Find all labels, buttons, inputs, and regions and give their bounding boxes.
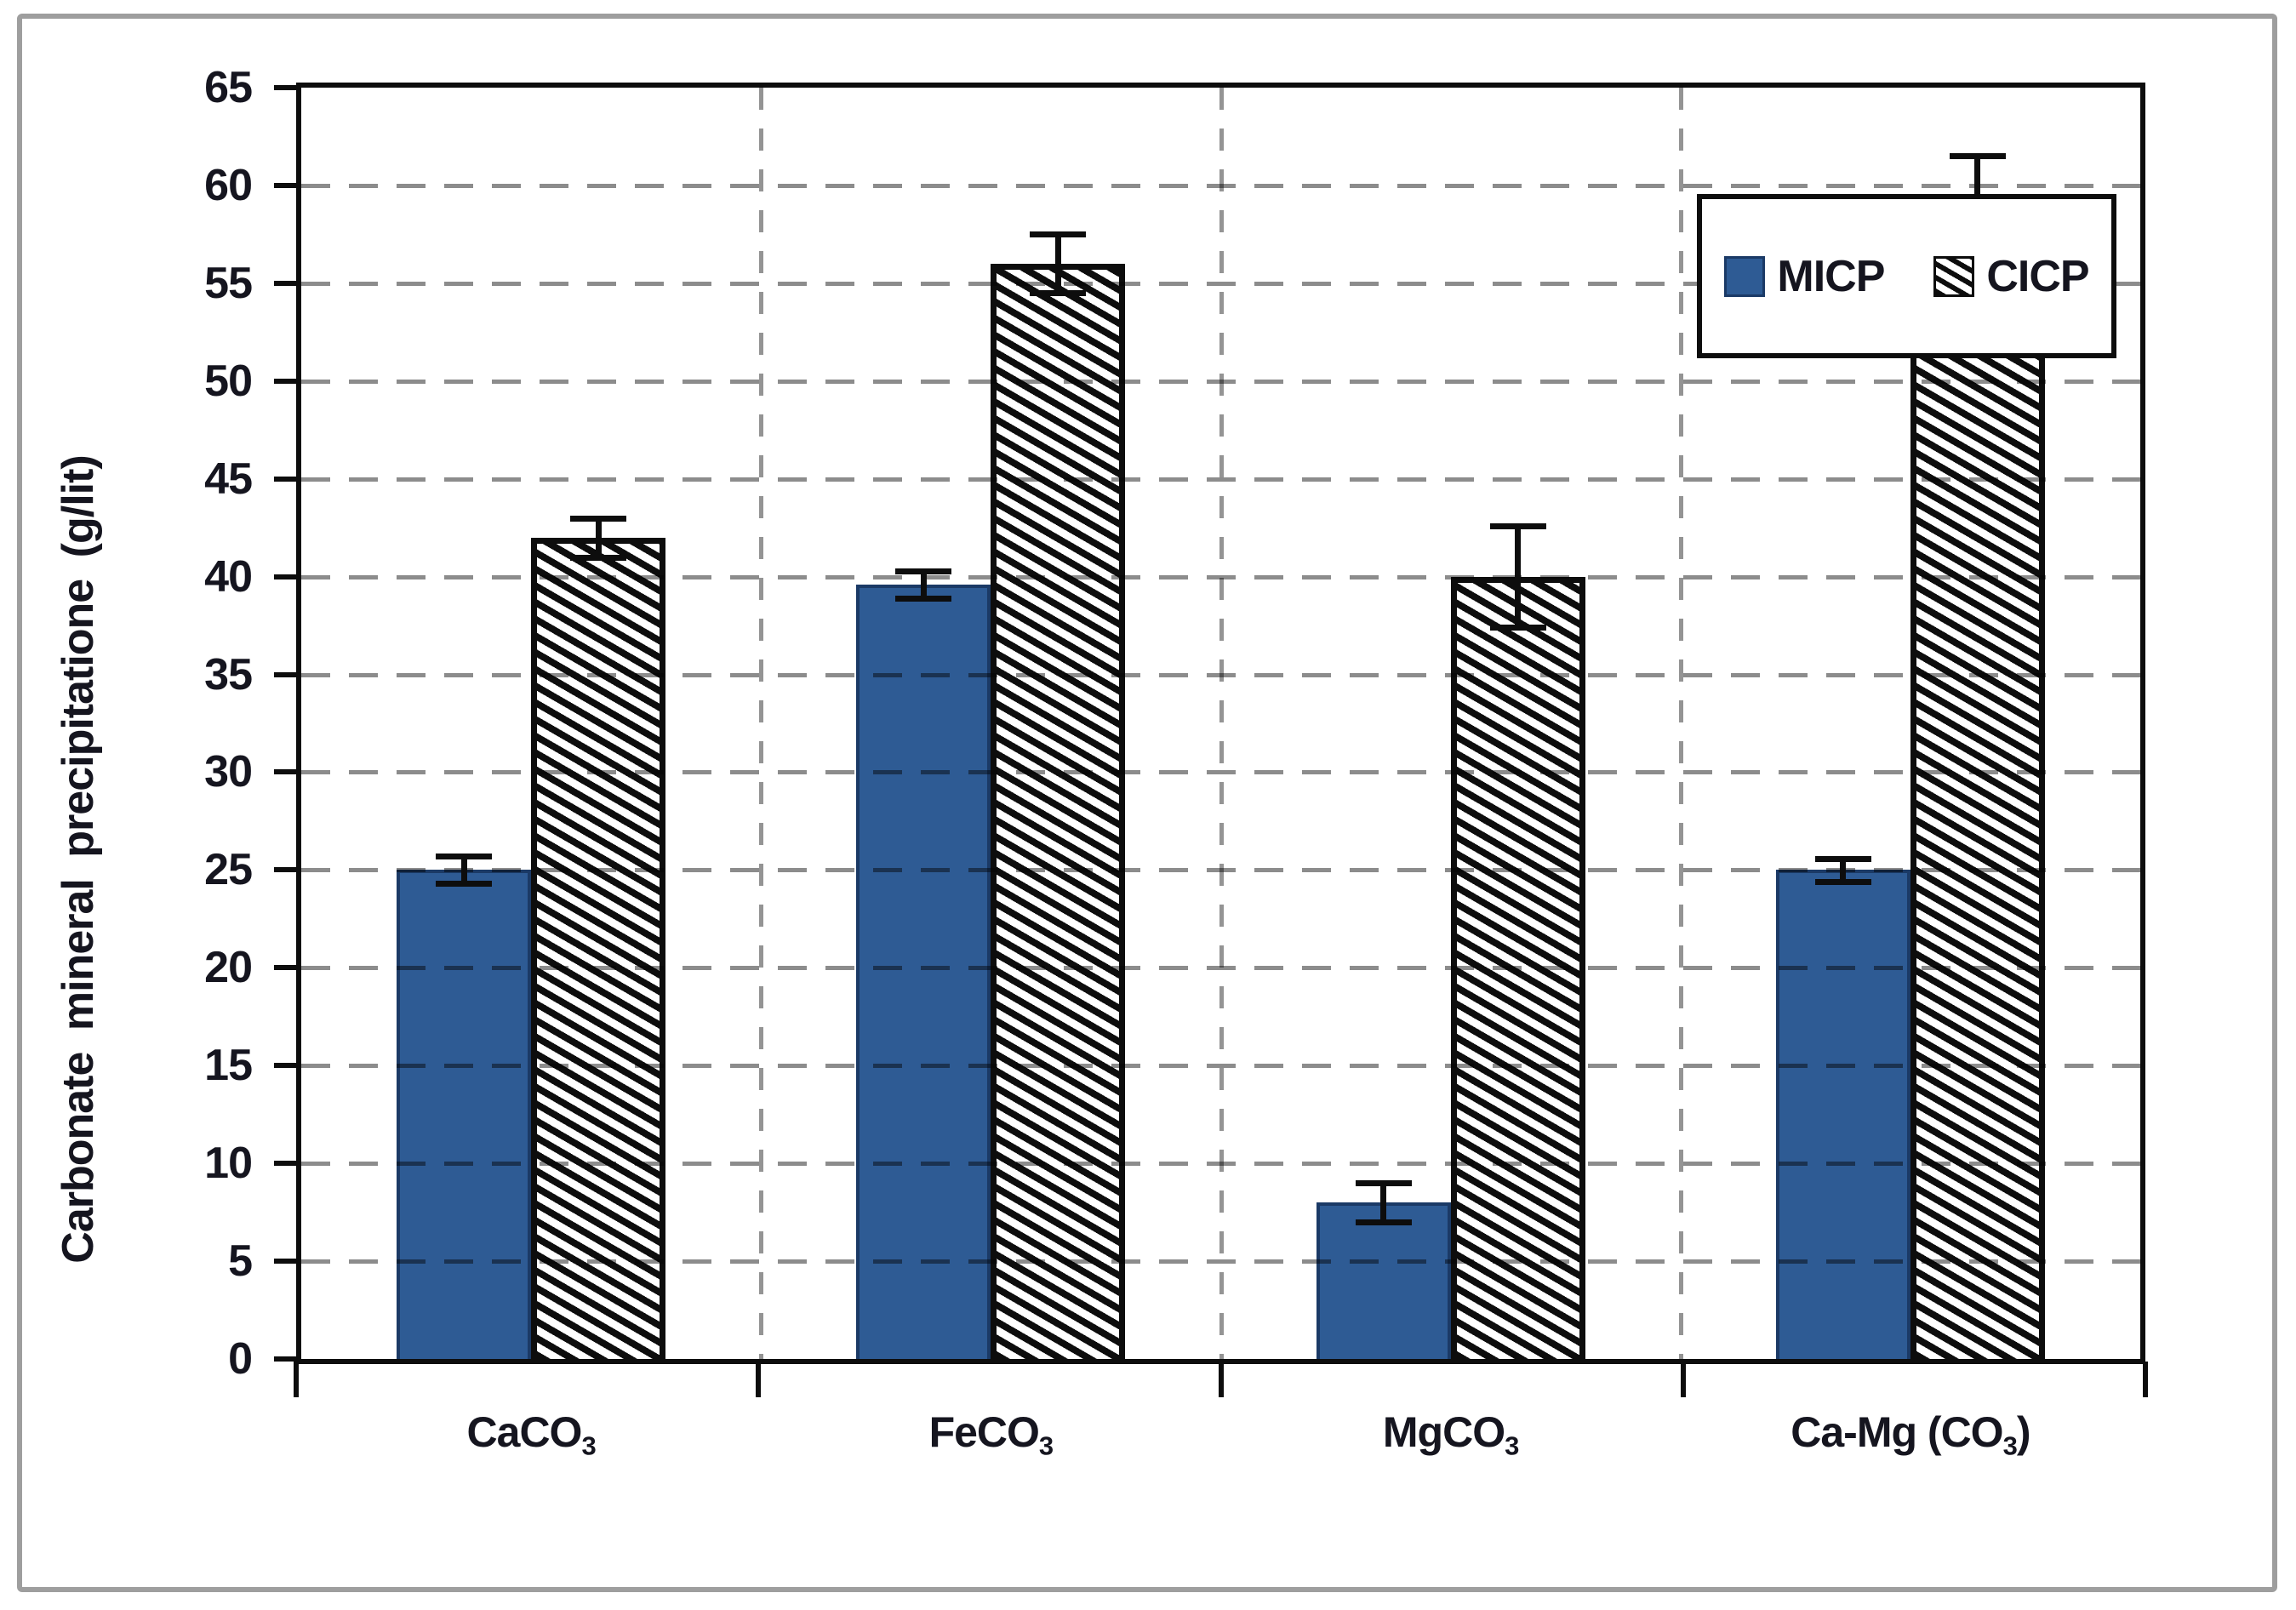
gridline-x-boundary-3 (1678, 88, 1683, 1359)
legend-label-micp: MICP (1777, 251, 1885, 301)
y-tick-label-45: 45 (204, 454, 253, 504)
y-tick-mark-15 (274, 1063, 296, 1069)
legend: MICP CICP (1697, 194, 2116, 358)
y-tick-mark-65 (274, 85, 296, 90)
bar-cicp-CaMgCO3 (1910, 224, 2045, 1359)
y-tick-mark-55 (274, 280, 296, 286)
x-category-label-CaMgCO3: Ca-Mg (CO3) (1791, 1408, 2030, 1461)
bar-micp-CaMgCO3 (1775, 870, 1910, 1359)
bar-cicp-FeCO3 (991, 263, 1126, 1359)
x-category-label-CaCO3: CaCO3 (466, 1408, 597, 1461)
gridline-y-50 (301, 379, 2140, 384)
y-tick-label-15: 15 (204, 1041, 253, 1091)
y-tick-label-0: 0 (228, 1334, 253, 1384)
plot-area: MICP CICP (296, 83, 2145, 1364)
cicp-swatch-icon (1933, 255, 1975, 297)
y-tick-mark-45 (274, 476, 296, 482)
error-bar-cicp-FeCO3 (1054, 234, 1061, 294)
bar-micp-FeCO3 (856, 584, 991, 1359)
y-tick-label-25: 25 (204, 845, 253, 895)
y-tick-label-35: 35 (204, 649, 253, 699)
y-tick-label-10: 10 (204, 1139, 253, 1189)
error-cap-bottom (1489, 625, 1546, 631)
y-tick-label-60: 60 (204, 160, 253, 210)
x-tick-mark-0 (294, 1362, 299, 1397)
error-bar-cicp-CaCO3 (595, 517, 602, 557)
bar-cicp-MgCO3 (1450, 576, 1585, 1359)
y-tick-mark-60 (274, 182, 296, 188)
error-cap-top (895, 568, 952, 574)
error-bar-micp-CaMgCO3 (1840, 858, 1847, 882)
y-tick-mark-25 (274, 867, 296, 873)
error-cap-top (1489, 522, 1546, 529)
error-cap-bottom (895, 595, 952, 602)
y-tick-mark-35 (274, 671, 296, 677)
error-cap-top (436, 854, 493, 860)
error-cap-bottom (436, 881, 493, 888)
error-cap-bottom (1030, 290, 1087, 297)
error-cap-top (1949, 153, 2006, 160)
error-cap-bottom (1814, 879, 1871, 886)
error-bar-micp-FeCO3 (920, 570, 927, 598)
gridline-y-60 (301, 183, 2140, 188)
micp-swatch-icon (1724, 255, 1766, 297)
y-tick-mark-40 (274, 574, 296, 579)
legend-label-cicp: CICP (1986, 251, 2089, 301)
error-bar-cicp-MgCO3 (1515, 525, 1522, 628)
legend-item-cicp: CICP (1933, 251, 2090, 302)
bar-micp-MgCO3 (1316, 1202, 1451, 1359)
error-cap-bottom (1355, 1219, 1412, 1226)
y-tick-label-5: 5 (228, 1236, 253, 1287)
gridline-x-boundary-2 (1219, 88, 1224, 1359)
legend-item-micp: MICP (1724, 251, 1885, 302)
y-tick-label-55: 55 (204, 258, 253, 308)
error-cap-bottom (570, 554, 627, 561)
error-cap-top (1355, 1180, 1412, 1187)
error-cap-top (1814, 855, 1871, 862)
x-tick-mark-2 (1218, 1362, 1224, 1397)
x-category-label-MgCO3: MgCO3 (1382, 1408, 1519, 1461)
gridline-y-45 (301, 477, 2140, 482)
y-tick-label-40: 40 (204, 551, 253, 602)
bar-micp-CaCO3 (397, 870, 532, 1359)
x-tick-mark-1 (756, 1362, 762, 1397)
x-category-label-FeCO3: FeCO3 (928, 1408, 1054, 1461)
error-cap-top (1030, 231, 1087, 238)
y-tick-mark-50 (274, 378, 296, 384)
y-tick-label-30: 30 (204, 747, 253, 797)
y-tick-label-50: 50 (204, 356, 253, 406)
y-tick-label-65: 65 (204, 63, 253, 112)
error-bar-micp-CaCO3 (460, 856, 467, 884)
y-tick-mark-5 (274, 1259, 296, 1265)
y-tick-label-20: 20 (204, 943, 253, 993)
y-tick-mark-10 (274, 1161, 296, 1167)
bar-cicp-CaCO3 (531, 537, 666, 1359)
error-cap-top (570, 515, 627, 522)
x-tick-mark-3 (1680, 1362, 1686, 1397)
error-bar-micp-MgCO3 (1380, 1183, 1387, 1223)
y-tick-mark-0 (274, 1356, 296, 1362)
y-tick-mark-30 (274, 769, 296, 775)
x-tick-mark-4 (2143, 1362, 2148, 1397)
y-tick-mark-20 (274, 965, 296, 971)
gridline-x-boundary-1 (759, 88, 764, 1359)
